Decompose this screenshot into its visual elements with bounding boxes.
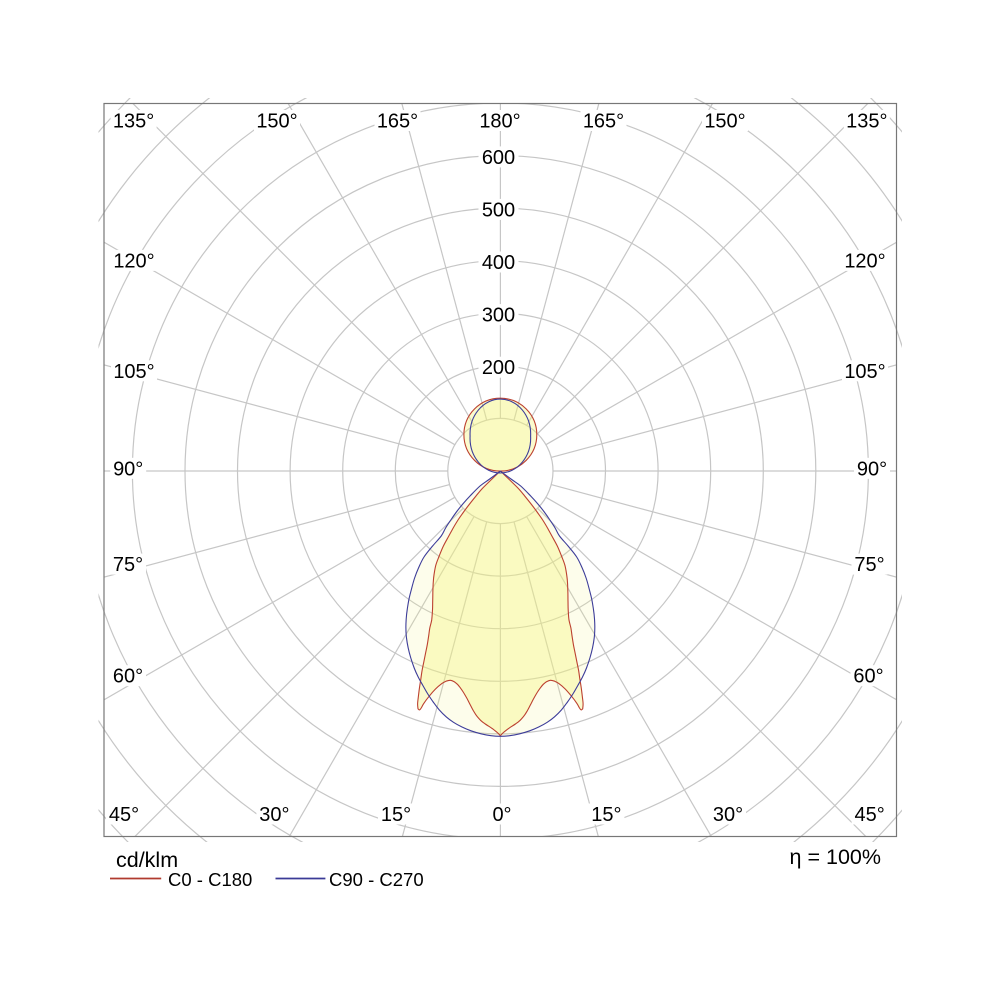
svg-text:500: 500: [482, 199, 515, 221]
svg-text:60°: 60°: [853, 666, 883, 688]
svg-text:180°: 180°: [479, 111, 520, 133]
svg-text:η = 100%: η = 100%: [790, 845, 881, 869]
svg-text:C90 - C270: C90 - C270: [329, 869, 424, 890]
svg-text:C0 - C180: C0 - C180: [168, 869, 252, 890]
svg-text:90°: 90°: [857, 458, 887, 480]
svg-text:45°: 45°: [109, 804, 139, 826]
svg-text:400: 400: [482, 252, 515, 274]
svg-text:75°: 75°: [854, 554, 884, 576]
svg-text:600: 600: [482, 147, 515, 169]
svg-text:90°: 90°: [113, 458, 143, 480]
svg-text:15°: 15°: [591, 804, 621, 826]
svg-text:165°: 165°: [583, 111, 624, 133]
svg-text:120°: 120°: [844, 250, 885, 272]
svg-text:150°: 150°: [704, 111, 745, 133]
svg-text:105°: 105°: [113, 361, 154, 383]
svg-text:200: 200: [482, 357, 515, 379]
svg-text:105°: 105°: [844, 361, 885, 383]
svg-text:135°: 135°: [846, 111, 887, 133]
svg-text:cd/klm: cd/klm: [116, 848, 178, 872]
svg-text:0°: 0°: [492, 804, 511, 826]
svg-text:300: 300: [482, 305, 515, 327]
svg-text:45°: 45°: [854, 804, 884, 826]
svg-text:135°: 135°: [113, 111, 154, 133]
svg-text:60°: 60°: [113, 666, 143, 688]
svg-text:30°: 30°: [259, 804, 289, 826]
svg-text:120°: 120°: [113, 250, 154, 272]
svg-text:15°: 15°: [381, 804, 411, 826]
svg-text:165°: 165°: [377, 111, 418, 133]
svg-text:150°: 150°: [256, 111, 297, 133]
svg-text:75°: 75°: [113, 554, 143, 576]
svg-text:30°: 30°: [713, 804, 743, 826]
